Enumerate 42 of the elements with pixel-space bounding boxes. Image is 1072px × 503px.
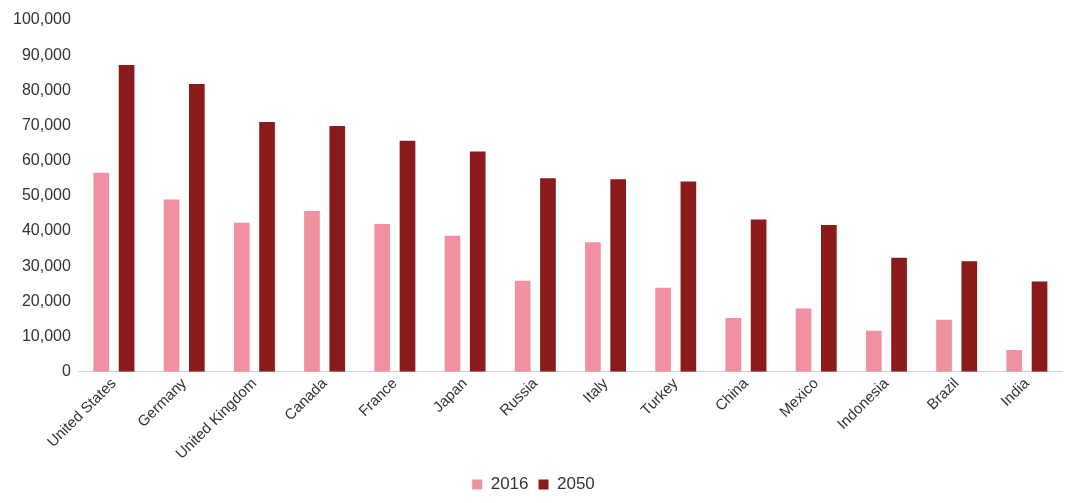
bar bbox=[795, 308, 812, 372]
y-tick-label: 100,000 bbox=[12, 10, 71, 28]
bar bbox=[1006, 349, 1023, 372]
y-tick-label: 60,000 bbox=[21, 151, 71, 169]
bar bbox=[188, 84, 205, 372]
bar bbox=[93, 172, 110, 372]
bar bbox=[865, 330, 882, 372]
bar bbox=[259, 122, 275, 372]
bar bbox=[655, 287, 671, 372]
y-tick-label: 50,000 bbox=[21, 186, 71, 204]
x-tick-label: Italy bbox=[579, 373, 611, 406]
legend-label: 2050 bbox=[557, 474, 595, 494]
y-tick-label: 80,000 bbox=[21, 80, 71, 98]
bar bbox=[514, 280, 531, 372]
y-tick-label: 20,000 bbox=[21, 291, 71, 309]
bar bbox=[163, 199, 180, 372]
bar bbox=[750, 219, 767, 372]
bar bbox=[610, 179, 627, 372]
bar bbox=[469, 151, 486, 372]
bar bbox=[118, 65, 135, 372]
bar bbox=[585, 242, 601, 372]
bar bbox=[540, 178, 556, 372]
bar bbox=[233, 222, 250, 372]
y-tick-label: 10,000 bbox=[21, 327, 71, 345]
y-tick-label: 40,000 bbox=[21, 221, 71, 239]
bar bbox=[821, 225, 837, 372]
bar bbox=[444, 235, 461, 372]
y-tick-label: 70,000 bbox=[21, 115, 71, 133]
bar bbox=[936, 319, 952, 372]
bar bbox=[725, 317, 742, 372]
bar bbox=[1031, 281, 1048, 372]
bar bbox=[329, 125, 346, 372]
bar bbox=[961, 261, 978, 372]
y-tick-label: 90,000 bbox=[21, 45, 71, 63]
bar bbox=[399, 140, 416, 372]
bar bbox=[304, 211, 320, 372]
bar bbox=[374, 224, 391, 372]
legend-label: 2016 bbox=[490, 474, 529, 494]
y-tick-label: 0 bbox=[61, 362, 71, 380]
bar bbox=[680, 181, 697, 372]
y-tick-label: 30,000 bbox=[21, 256, 71, 274]
bar bbox=[891, 257, 907, 372]
